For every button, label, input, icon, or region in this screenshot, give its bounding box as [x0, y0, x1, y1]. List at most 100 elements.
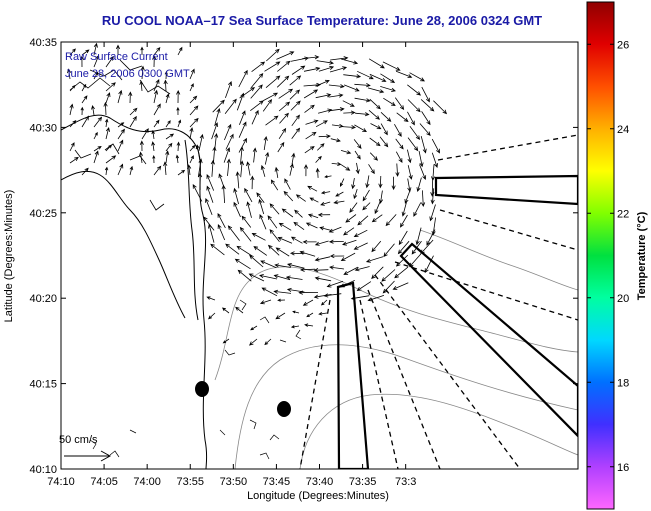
current-vector — [314, 256, 331, 262]
current-vector — [256, 192, 265, 203]
colorbar-tick-label: 22 — [617, 208, 629, 220]
current-vector — [281, 208, 294, 218]
current-vector — [175, 154, 180, 164]
current-vector — [273, 289, 292, 294]
current-vector — [290, 236, 303, 244]
current-vector — [342, 239, 357, 246]
current-vector — [241, 215, 252, 228]
current-vector — [317, 212, 331, 217]
current-vector — [138, 151, 144, 164]
current-vector — [233, 187, 239, 205]
current-vector — [370, 123, 382, 130]
current-vector — [329, 253, 345, 259]
y-tick-label: 40:10 — [29, 464, 57, 476]
current-vector — [214, 108, 221, 125]
land-speckle — [69, 59, 171, 211]
current-vector — [317, 108, 333, 114]
current-vector — [302, 299, 314, 306]
contour-1 — [234, 344, 578, 469]
current-vector — [192, 183, 203, 202]
arrow-right-icon — [64, 450, 112, 462]
current-vector — [235, 306, 244, 314]
current-vector — [189, 127, 194, 140]
current-vector — [223, 147, 231, 163]
current-vector — [224, 98, 237, 115]
colorbar-tick-label: 24 — [617, 124, 629, 136]
current-vector — [141, 128, 149, 140]
speckle-offshore — [89, 299, 302, 460]
current-vector — [283, 190, 294, 202]
current-vector — [248, 273, 265, 282]
current-vector — [343, 266, 359, 275]
current-vector — [329, 66, 348, 73]
current-vector — [266, 48, 280, 62]
radar-sector-boxes — [336, 174, 578, 469]
current-vector — [341, 125, 357, 130]
current-vector — [117, 122, 125, 128]
current-vector — [409, 125, 421, 141]
current-vector — [330, 138, 341, 143]
current-vector-field — [67, 42, 448, 346]
current-vector — [177, 119, 182, 128]
current-vector — [315, 93, 332, 99]
x-tick-label: 74:10 — [47, 476, 75, 488]
current-vector — [340, 164, 351, 171]
current-vector — [357, 215, 369, 226]
current-vector — [419, 123, 431, 137]
current-vector — [383, 97, 396, 106]
current-vector — [129, 165, 134, 176]
current-vector — [369, 152, 379, 161]
current-vector — [275, 312, 286, 320]
current-vector — [314, 276, 332, 282]
current-vector — [206, 296, 216, 301]
current-vector — [368, 109, 380, 120]
current-vector — [139, 80, 144, 92]
current-vector — [79, 55, 85, 68]
current-vector — [315, 79, 330, 87]
colorbar-tick-label: 26 — [617, 39, 629, 51]
current-vector — [307, 185, 318, 192]
current-vector — [177, 169, 186, 176]
current-vector — [246, 201, 252, 218]
current-vector — [262, 99, 273, 112]
colorbar — [586, 1, 615, 510]
current-vector — [81, 49, 90, 56]
y-axis-label: Latitude (Degrees:Minutes) — [3, 190, 15, 323]
y-axis-ticks: 40:35 40:30 40:25 40:20 40:15 40:10 — [29, 37, 578, 476]
current-vector — [176, 106, 180, 116]
current-vector — [291, 114, 300, 127]
current-vector — [306, 312, 314, 318]
current-vector — [371, 266, 384, 280]
current-vector — [362, 202, 371, 211]
current-vector — [189, 83, 194, 92]
current-vector — [258, 198, 265, 215]
current-vector — [263, 136, 268, 151]
current-vector — [407, 137, 419, 152]
current-vector — [380, 112, 392, 122]
scale-label: 50 cm/s — [59, 434, 98, 446]
current-vector — [238, 121, 247, 138]
current-vector — [244, 187, 253, 203]
x-axis-label: Longitude (Degrees:Minutes) — [247, 490, 389, 502]
current-vector — [392, 282, 409, 290]
current-vector — [210, 243, 225, 256]
current-vector — [354, 97, 371, 103]
current-vector — [265, 75, 281, 89]
current-vector — [411, 240, 422, 255]
current-vector — [291, 65, 306, 75]
current-vector — [176, 141, 181, 152]
current-vector — [279, 112, 289, 124]
current-vector — [189, 144, 196, 152]
current-vector — [365, 256, 384, 263]
current-vector — [319, 226, 331, 231]
current-vector — [117, 128, 125, 140]
current-vector — [421, 111, 431, 126]
current-vector — [426, 229, 436, 246]
current-vector — [315, 120, 328, 128]
x-tick-label: 73:55 — [176, 476, 204, 488]
current-vector — [264, 61, 281, 72]
y-tick-label: 40:15 — [29, 379, 57, 391]
current-vector — [333, 200, 345, 205]
current-vector — [165, 133, 175, 140]
